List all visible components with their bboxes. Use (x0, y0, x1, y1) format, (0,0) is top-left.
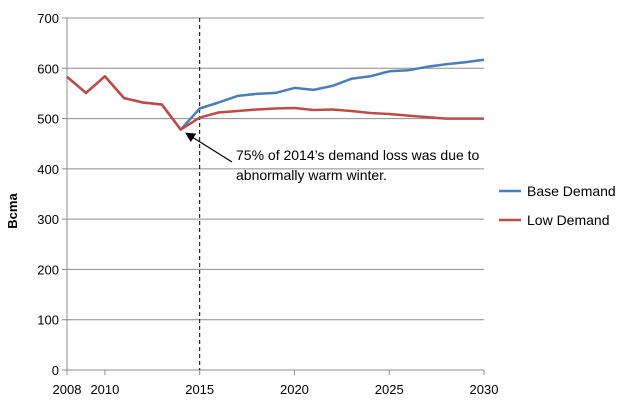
series-line-base-demand (66, 58, 485, 131)
series-lines (66, 58, 485, 131)
x-tick-label-2030: 2030 (470, 382, 499, 397)
x-tick-label-2010: 2010 (90, 382, 119, 397)
x-tick-label-2015: 2015 (185, 382, 214, 397)
y-tick-label-300: 300 (37, 212, 59, 227)
y-tick-label-500: 500 (37, 112, 59, 127)
annotation: 75% of 2014’s demand loss was due to abn… (185, 132, 480, 183)
annotation-text-line-1: 75% of 2014’s demand loss was due to (236, 147, 480, 163)
y-tick-label-100: 100 (37, 313, 59, 328)
y-tick-label-600: 600 (37, 61, 59, 76)
series-line-low-demand (66, 75, 484, 131)
y-tick-labels: 0 100 200 300 400 500 600 700 (37, 11, 67, 378)
x-tick-labels: 2008 2010 2015 2020 2025 2030 (53, 370, 499, 397)
y-axis-label: Bcma (5, 193, 20, 229)
y-tick-label-200: 200 (37, 262, 59, 277)
legend: Base Demand Low Demand (499, 183, 616, 228)
y-tick-label-400: 400 (37, 162, 59, 177)
legend-label-base-demand: Base Demand (527, 183, 616, 199)
x-tick-label-2020: 2020 (280, 382, 309, 397)
annotation-arrow (185, 132, 233, 163)
annotation-text-line-2: abnormally warm winter. (236, 167, 387, 183)
x-tick-label-2008: 2008 (53, 382, 82, 397)
x-tick-label-2025: 2025 (375, 382, 404, 397)
y-tick-label-700: 700 (37, 11, 59, 26)
legend-label-low-demand: Low Demand (527, 212, 610, 228)
gridlines (67, 17, 484, 321)
y-tick-label-0: 0 (52, 363, 59, 378)
axes (66, 18, 484, 371)
